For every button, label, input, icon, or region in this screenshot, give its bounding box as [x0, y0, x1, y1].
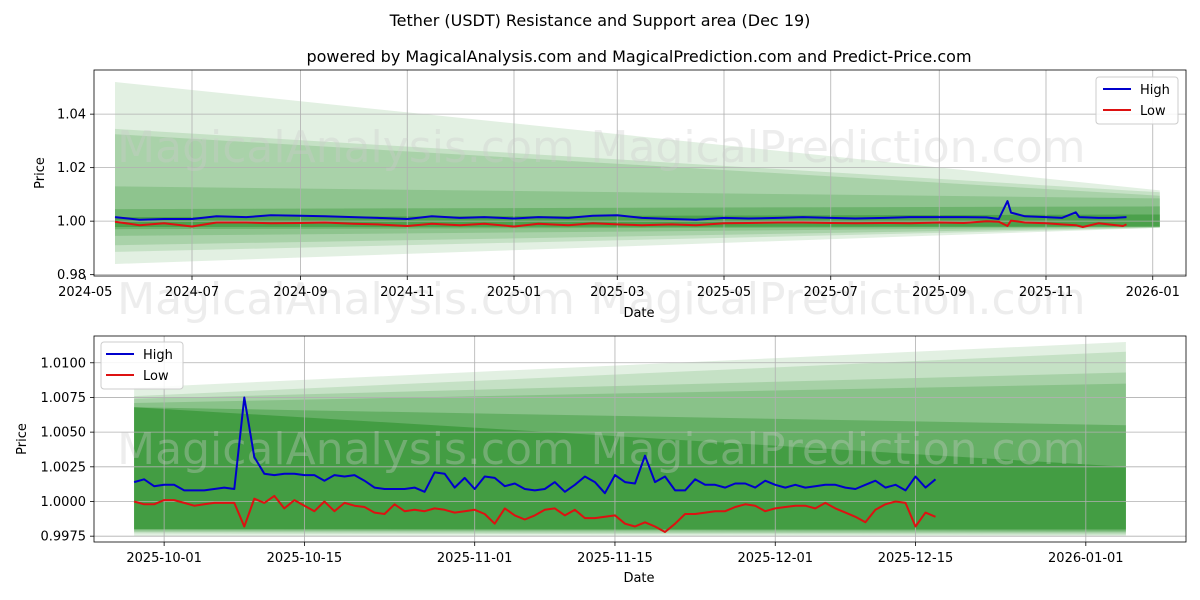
top-legend: High Low: [1095, 76, 1179, 125]
top-xtick-label-9: 2025-11: [1019, 285, 1073, 300]
bottom-series-high-line: [133, 396, 937, 495]
top-xtick-label-6: 2025-05: [697, 285, 751, 300]
top-chart: powered by MagicalAnalysis.com and Magic…: [33, 47, 1187, 325]
bottom-xtick-label-6: 2026-01-01: [1048, 551, 1124, 566]
top-xtick-label-1: 2024-07: [165, 285, 219, 300]
bottom-xtick-label-4: 2025-12-01: [737, 551, 813, 566]
top-chart-frame: [93, 69, 1187, 277]
bottom-xtick-label-3: 2025-11-15: [577, 551, 653, 566]
top-chart-xticks: 2024-05 2024-07 2024-09 2024-11 2025-01 2025-…: [58, 276, 1180, 300]
bottom-ytick-label-1: 1.0000: [41, 495, 87, 510]
top-xtick-label-7: 2025-07: [804, 285, 858, 300]
top-ytick-label-0: 0.98: [57, 268, 86, 283]
top-legend-high-label: High: [1140, 83, 1170, 98]
top-ytick-label-3: 1.04: [57, 108, 86, 123]
top-chart-title: powered by MagicalAnalysis.com and Magic…: [306, 47, 971, 66]
top-chart-ylabel: Price: [33, 157, 48, 189]
bottom-xtick-label-5: 2025-12-15: [878, 551, 954, 566]
top-xtick-label-10: 2026-01: [1126, 285, 1180, 300]
top-watermark-left: MagicalAnalysis.com: [117, 122, 575, 173]
bottom-ytick-label-5: 1.0100: [41, 356, 87, 371]
top-series-low-line: [114, 219, 1127, 228]
top-legend-low-label: Low: [1140, 104, 1166, 119]
top-xtick-label-4: 2025-01: [487, 285, 541, 300]
top-ytick-label-2: 1.02: [57, 161, 86, 176]
bottom-chart-series: [133, 396, 937, 533]
top-watermark-lower-left: MagicalAnalysis.com: [117, 274, 575, 325]
top-xtick-label-3: 2024-11: [380, 285, 434, 300]
top-xtick-label-5: 2025-03: [590, 285, 644, 300]
bottom-ytick-label-2: 1.0025: [41, 460, 87, 475]
bottom-ytick-label-3: 1.0050: [41, 426, 87, 441]
top-xtick-label-8: 2025-09: [912, 285, 966, 300]
top-xtick-label-2: 2024-09: [273, 285, 327, 300]
bottom-chart-xlabel: Date: [623, 571, 654, 586]
bottom-chart-ylabel: Price: [15, 423, 30, 455]
bottom-chart: MagicalAnalysis.com MagicalPrediction.co…: [15, 335, 1187, 586]
bottom-watermark-left: MagicalAnalysis.com: [117, 424, 575, 475]
top-chart-bands: [115, 82, 1160, 264]
bottom-watermark-right: MagicalPrediction.com: [591, 424, 1086, 475]
top-ytick-label-1: 1.00: [57, 215, 86, 230]
bottom-legend-low-label: Low: [143, 369, 169, 384]
top-chart-series: [114, 200, 1127, 228]
bottom-ytick-label-4: 1.0075: [41, 391, 87, 406]
bottom-legend-high-label: High: [143, 348, 173, 363]
top-chart-yticks: 0.98 1.00 1.02 1.04: [57, 108, 94, 283]
bottom-chart-frame: [93, 335, 1187, 543]
bottom-xtick-label-0: 2025-10-01: [126, 551, 202, 566]
bottom-xtick-label-1: 2025-10-15: [267, 551, 343, 566]
bottom-chart-xticks: 2025-10-01 2025-10-15 2025-11-01 2025-11-15…: [126, 542, 1124, 566]
bottom-legend: High Low: [100, 341, 184, 390]
top-chart-xlabel: Date: [623, 306, 654, 321]
top-watermark-lower-right: MagicalPrediction.com: [591, 274, 1086, 325]
bottom-chart-yticks: 0.9975 1.0000 1.0025 1.0050 1.0075 1.0100: [41, 356, 94, 545]
bottom-series-low-line: [133, 494, 936, 533]
top-xtick-label-0: 2024-05: [58, 285, 112, 300]
figure-suptitle: Tether (USDT) Resistance and Support are…: [389, 11, 811, 30]
top-chart-grid: [94, 70, 1186, 276]
top-series-high-line: [114, 200, 1127, 221]
bottom-band-5: [134, 407, 1126, 530]
bottom-xtick-label-2: 2025-11-01: [437, 551, 513, 566]
bottom-ytick-label-0: 0.9975: [41, 530, 87, 545]
top-watermark-right: MagicalPrediction.com: [591, 122, 1086, 173]
